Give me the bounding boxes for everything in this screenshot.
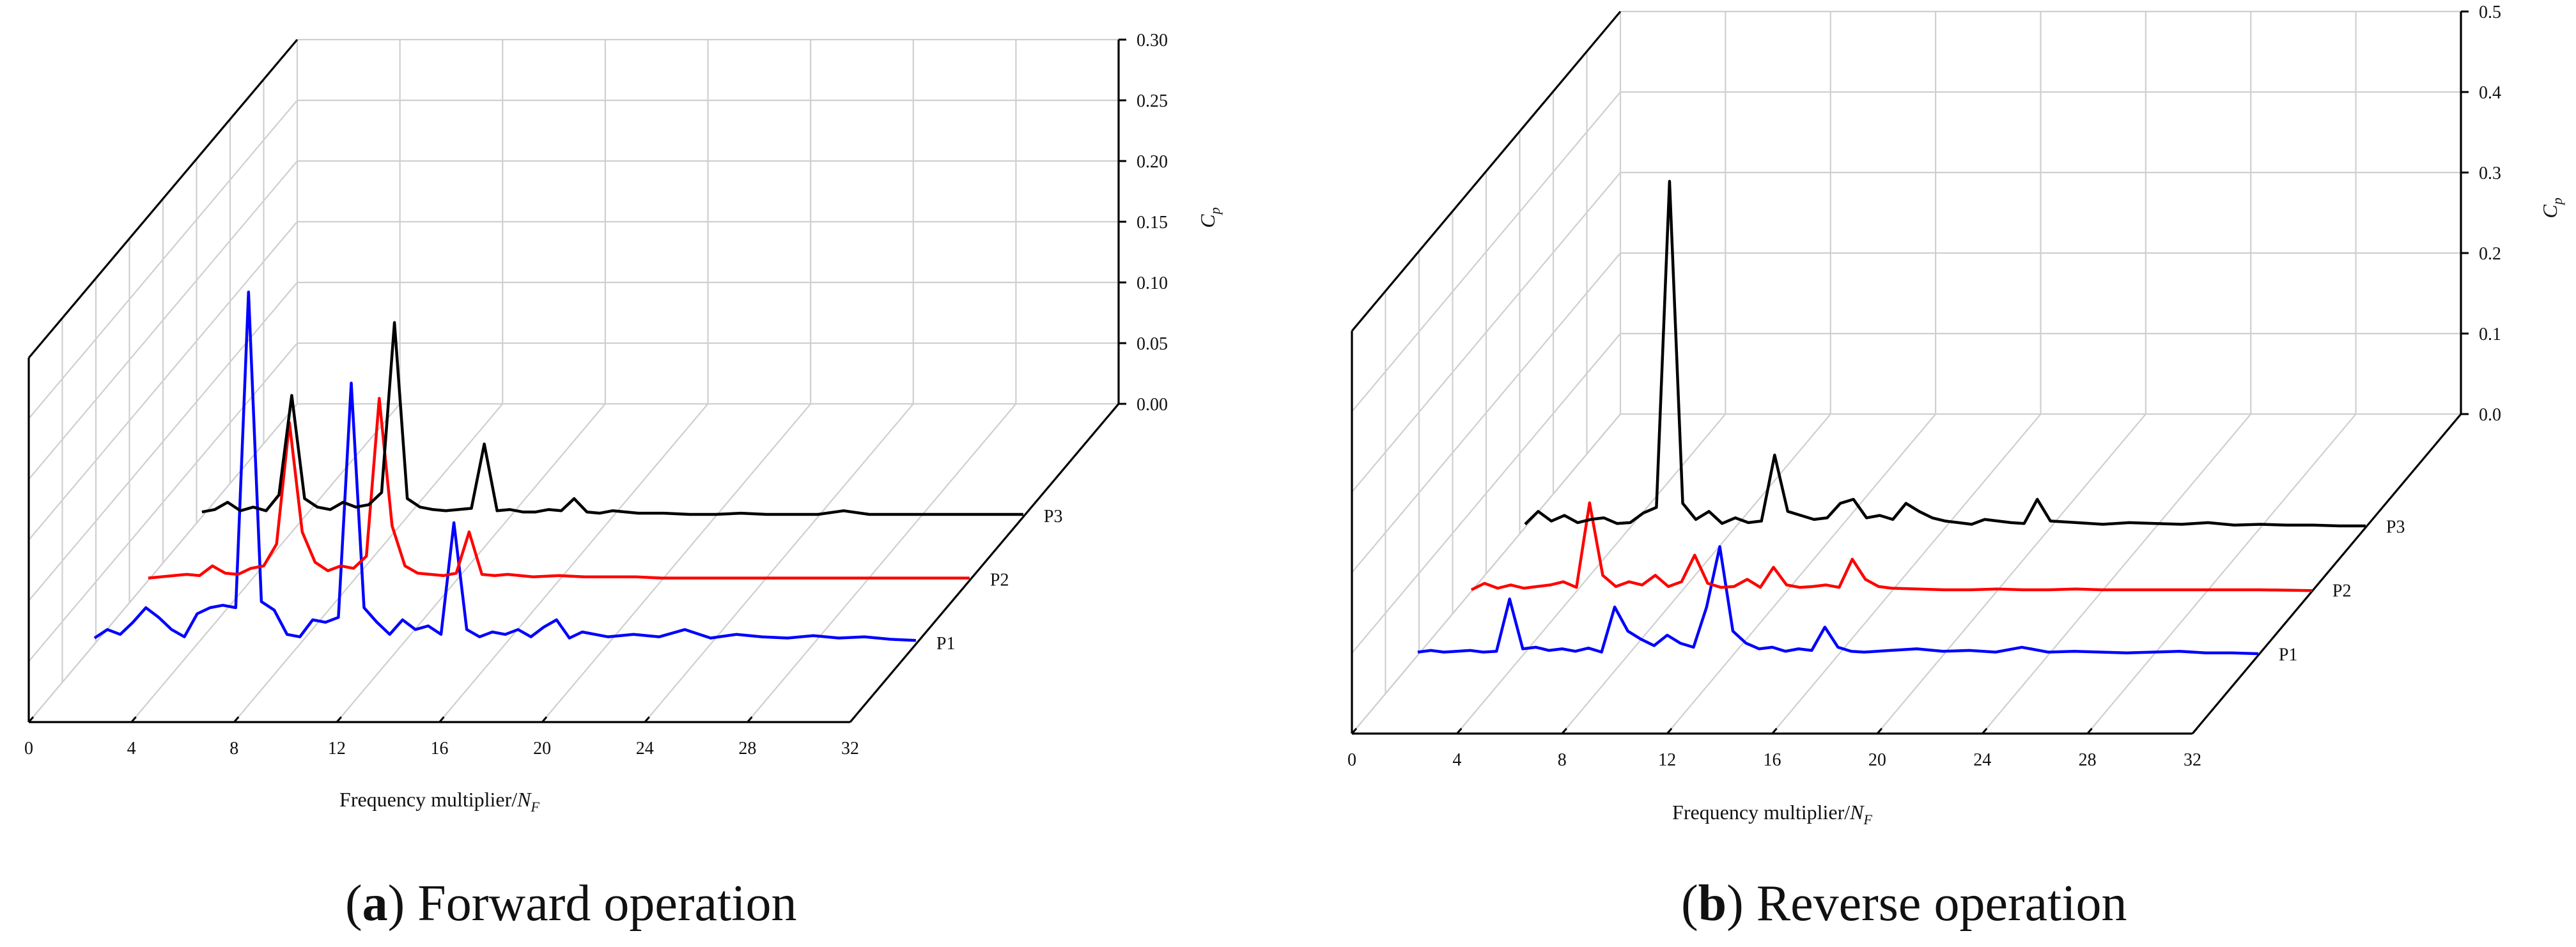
left-top-edge [27, 38, 299, 359]
series-line-p1 [93, 290, 917, 642]
series-line-p2 [148, 397, 970, 580]
x-tick-mark [1456, 728, 1463, 734]
grid-line-floor [541, 403, 811, 723]
series-line-p3 [201, 321, 1023, 516]
x-tick-mark [1771, 728, 1778, 734]
series-label-p1: P1 [2279, 645, 2298, 665]
x-tick-label: 16 [1764, 750, 1781, 770]
z-tick-label: 0.00 [1137, 395, 1168, 415]
x-tick-label: 8 [229, 739, 238, 758]
x-axis-label: Frequency multiplier/NF [339, 788, 540, 815]
chart-panel-forward: 0 4 8 12 16 20 24 28 320.000.050.100.150.200.250… [24, 31, 1223, 932]
z-tick-labels: 0.0 0.1 0.2 0.3 0.4 0.5 [2461, 3, 2501, 425]
z-tick-labels: 0.00 0.05 0.10 0.15 0.20 0.25 0.30 [1119, 31, 1168, 415]
x-tick-mark [130, 716, 137, 723]
left-top-edge [1351, 10, 1622, 332]
x-tick-label: 28 [738, 739, 756, 758]
z-tick-label: 0.5 [2479, 3, 2501, 22]
x-tick-labels: 0 4 8 12 16 20 24 28 32 [1347, 728, 2201, 770]
x-tick-label: 8 [1558, 750, 1567, 770]
z-tick-label: 0.05 [1137, 334, 1168, 354]
x-axis-label: Frequency multiplier/NF [1672, 801, 1873, 828]
x-tick-label: 28 [2079, 750, 2097, 770]
z-tick-label: 0.25 [1137, 91, 1168, 111]
x-tick-mark [1982, 728, 1988, 734]
z-tick-label: 0.0 [2479, 405, 2501, 425]
grid-line-floor [438, 403, 709, 723]
series-label-p2: P2 [2332, 581, 2352, 601]
grid-line-floor [1982, 413, 2252, 734]
x-tick-label: 24 [636, 739, 654, 758]
grid [1351, 10, 2462, 734]
x-tick-mark [747, 716, 753, 723]
series-label-p1: P1 [936, 634, 956, 654]
x-tick-label: 16 [431, 739, 449, 758]
x-tick-mark [2191, 728, 2198, 734]
series-line-p2 [1470, 501, 2312, 592]
x-tick-label: 32 [841, 739, 859, 758]
x-tick-mark [27, 716, 35, 723]
x-tick-mark [1561, 728, 1567, 734]
axes-frame [1351, 10, 2462, 735]
grid-line-floor [1666, 413, 1936, 734]
series-label-p3: P3 [2386, 518, 2405, 537]
x-tick-mark [1876, 728, 1883, 734]
x-tick-mark [233, 716, 240, 723]
x-tick-label: 20 [1868, 750, 1886, 770]
grid-line-floor [747, 403, 1017, 723]
x-tick-label: 32 [2184, 750, 2201, 770]
grid-line-floor [1561, 413, 1831, 734]
x-tick-mark [541, 716, 548, 723]
x-tick-label: 4 [127, 739, 136, 758]
grid-line-floor [1877, 413, 2146, 734]
x-tick-label: 0 [1347, 750, 1356, 770]
x-tick-mark [438, 716, 445, 723]
panel-caption: (a) Forward operation [345, 875, 796, 932]
grid-line-floor [1771, 413, 2042, 734]
chart-panel-reverse: 0 4 8 12 16 20 24 28 32 0.0 0.1 0.2 0.3 0.4 0.5 Cp Frequ… [1347, 3, 2565, 932]
z-tick-label: 0.20 [1137, 152, 1168, 172]
x-tick-mark [644, 716, 650, 723]
x-tick-mark [1666, 728, 1673, 734]
depth-axis-line [2191, 413, 2462, 735]
series-label-p2: P2 [990, 570, 1009, 590]
grid-line-floor [233, 403, 504, 723]
z-tick-label: 0.4 [2479, 83, 2501, 103]
z-tick-label: 0.1 [2479, 325, 2501, 344]
z-tick-label: 0.30 [1137, 31, 1168, 50]
x-tick-labels: 0 4 8 12 16 20 24 28 32 [24, 716, 859, 758]
x-tick-mark [336, 716, 343, 723]
grid-line-floor [336, 403, 606, 723]
z-tick-label: 0.15 [1137, 213, 1168, 233]
z-tick-label: 0.2 [2479, 244, 2501, 264]
grid-line-floor [644, 403, 914, 723]
x-tick-label: 24 [1973, 750, 1991, 770]
x-tick-label: 12 [328, 739, 346, 758]
series-line-p1 [1417, 545, 2258, 656]
x-tick-label: 20 [533, 739, 551, 758]
panel-caption: (b) Reverse operation [1681, 875, 2127, 932]
grid-line-floor [2086, 413, 2357, 734]
z-tick-label: 0.3 [2479, 164, 2501, 183]
z-axis-label: Cp [2538, 197, 2565, 218]
depth-axis-line [849, 403, 1120, 723]
z-tick-label: 0.10 [1137, 273, 1168, 293]
series-label-p3: P3 [1044, 507, 1063, 527]
x-tick-label: 0 [24, 739, 33, 758]
x-tick-label: 4 [1452, 750, 1461, 770]
x-tick-mark [1351, 728, 1358, 734]
x-tick-mark [2086, 728, 2093, 734]
z-axis-label: Cp [1196, 207, 1223, 227]
x-tick-mark [849, 716, 856, 723]
x-tick-label: 12 [1658, 750, 1676, 770]
grid [28, 38, 1120, 723]
series-line-p3 [1524, 180, 2366, 528]
